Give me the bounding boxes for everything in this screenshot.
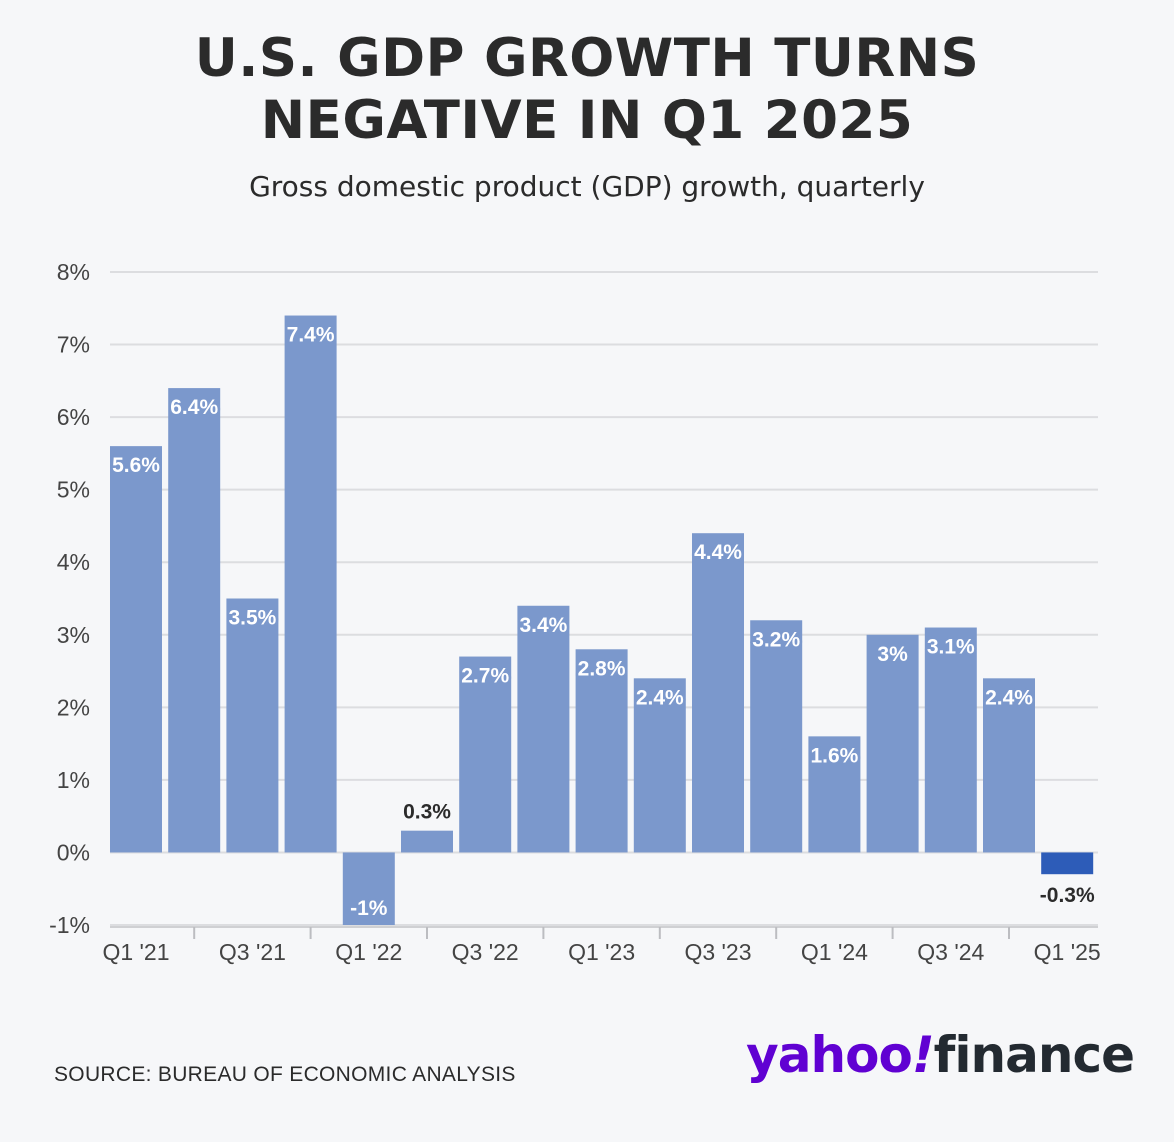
- bar: [575, 649, 628, 853]
- data-label: 3.5%: [228, 607, 276, 630]
- x-tick-label: Q3 '23: [684, 939, 751, 965]
- bar: [924, 627, 977, 853]
- x-tick-label: Q1 '21: [102, 939, 169, 965]
- logo-finance-text: finance: [933, 1026, 1135, 1084]
- bars: [110, 315, 1094, 925]
- bar: [692, 533, 744, 853]
- bar: [1041, 852, 1094, 875]
- y-tick-label: 5%: [57, 477, 90, 503]
- data-label: 2.4%: [985, 686, 1033, 709]
- data-label: 3%: [877, 643, 908, 666]
- bar: [808, 736, 861, 853]
- data-label: 3.4%: [519, 614, 567, 637]
- data-label: 6.4%: [170, 396, 218, 419]
- y-tick-label: 4%: [57, 549, 90, 575]
- bar: [284, 315, 337, 853]
- x-tick-label: Q3 '24: [917, 939, 984, 965]
- data-label: 0.3%: [403, 801, 451, 824]
- chart-title: U.S. GDP GROWTH TURNS NEGATIVE IN Q1 202…: [0, 28, 1174, 152]
- title-line-1: U.S. GDP GROWTH TURNS: [194, 28, 980, 89]
- data-labels: 5.6% 6.4% 3.5% 7.4% -1% 0.3% 2.7% 3.4% 2.8% 2.4% 4…: [110, 321, 1095, 922]
- y-tick-label: 7%: [57, 332, 90, 358]
- gdp-bar-chart: -1% 0% 1% 2% 3% 4% 5% 6% 7% 8% 5.6% 6.4% 3.5% 7.4% -1…: [49, 259, 1101, 965]
- data-label: 3.1%: [927, 636, 975, 659]
- logo-exclamation: !: [911, 1026, 935, 1084]
- y-tick-label: -1%: [49, 912, 90, 938]
- data-label: 4.4%: [694, 541, 742, 564]
- data-label: 1.6%: [810, 744, 858, 767]
- y-tick-label: 6%: [57, 404, 90, 430]
- data-label: 7.4%: [287, 324, 335, 347]
- bar: [110, 446, 162, 853]
- y-tick-label: 3%: [57, 622, 90, 648]
- bar: [401, 830, 453, 853]
- y-tick-label: 8%: [57, 259, 90, 285]
- data-label: -1%: [350, 897, 388, 920]
- bar: [750, 620, 803, 853]
- bar: [168, 388, 221, 853]
- bar: [983, 678, 1035, 853]
- data-label: 5.6%: [112, 454, 160, 477]
- data-label: 3.2%: [752, 628, 800, 651]
- data-label: 2.7%: [461, 665, 509, 688]
- bar: [342, 852, 395, 925]
- bar: [226, 598, 279, 853]
- data-label: -0.3%: [1040, 884, 1095, 907]
- bar: [633, 678, 686, 853]
- x-tick-label: Q1 '22: [335, 939, 402, 965]
- x-tick-label: Q1 '24: [801, 939, 868, 965]
- x-tick-label: Q3 '22: [452, 939, 519, 965]
- chart-subtitle: Gross domestic product (GDP) growth, qua…: [249, 170, 925, 203]
- data-label: 2.8%: [578, 657, 626, 680]
- y-axis-ticks: -1% 0% 1% 2% 3% 4% 5% 6% 7% 8%: [49, 259, 90, 938]
- bar: [517, 605, 570, 853]
- x-tick-label: Q3 '21: [219, 939, 286, 965]
- x-tick-label: Q1 '23: [568, 939, 635, 965]
- yahoo-finance-logo: yahoo!finance: [746, 1026, 1135, 1084]
- title-line-2: NEGATIVE IN Q1 2025: [260, 90, 914, 151]
- y-tick-label: 1%: [57, 767, 90, 793]
- logo-yahoo-text: yahoo: [746, 1026, 913, 1084]
- y-tick-label: 0%: [57, 839, 90, 865]
- x-axis: Q1 '21 Q3 '21 Q1 '22 Q3 '22 Q1 '23 Q3 '23 Q1 '…: [102, 926, 1101, 965]
- source-note: SOURCE: BUREAU OF ECONOMIC ANALYSIS: [54, 1063, 516, 1086]
- bar: [866, 634, 919, 853]
- x-tick-label: Q1 '25: [1034, 939, 1101, 965]
- bar: [459, 656, 512, 853]
- data-label: 2.4%: [636, 686, 684, 709]
- y-tick-label: 2%: [57, 694, 90, 720]
